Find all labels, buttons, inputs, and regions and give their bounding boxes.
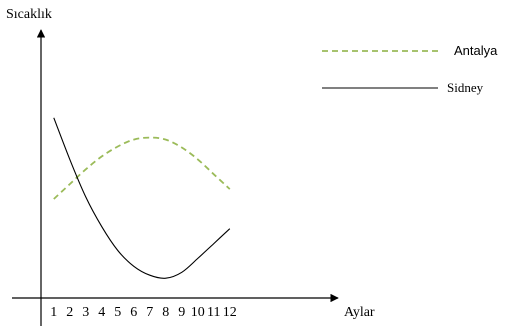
- y-axis-title: Sıcaklık: [6, 7, 52, 22]
- x-tick-label: 12: [223, 305, 237, 320]
- series-layer: [53, 117, 231, 279]
- x-tick-label: 3: [82, 305, 89, 320]
- series-line-sidney: [53, 117, 231, 279]
- x-tick-label: 5: [114, 305, 121, 320]
- x-tick-label: 4: [98, 305, 105, 320]
- x-tick-label: 11: [207, 305, 220, 320]
- legend: Antalya Sidney: [322, 43, 498, 95]
- x-tick-label: 1: [50, 305, 57, 320]
- x-tick-label: 10: [191, 305, 205, 320]
- legend-label-sidney: Sidney: [447, 80, 484, 95]
- x-axis-title: Aylar: [344, 305, 375, 320]
- x-tick-label: 2: [66, 305, 73, 320]
- legend-label-antalya: Antalya: [454, 43, 498, 58]
- x-tick-label: 7: [146, 305, 153, 320]
- series-line-antalya: [53, 136, 231, 200]
- x-tick-label: 6: [130, 305, 137, 320]
- x-tick-label: 9: [178, 305, 185, 320]
- x-tick-labels: 1 2 3 4 5 6 7 8 9 10 11 12: [50, 305, 237, 320]
- x-tick-label: 8: [162, 305, 169, 320]
